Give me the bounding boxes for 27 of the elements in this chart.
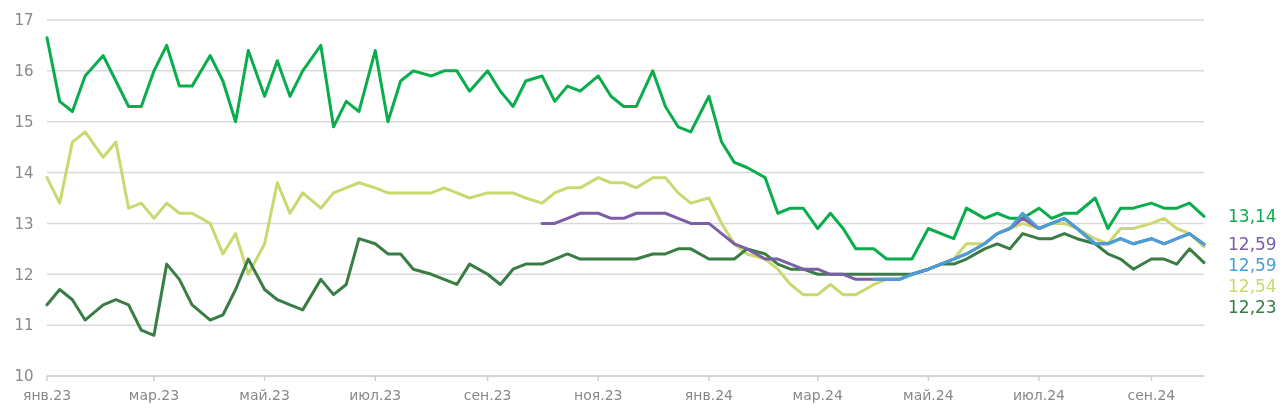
y-tick-label: 12 — [14, 265, 34, 284]
x-tick-label: июл.24 — [1012, 387, 1066, 403]
y-tick-label: 13 — [14, 214, 34, 233]
x-tick-label: янв.23 — [22, 387, 72, 403]
y-tick-label: 17 — [14, 11, 34, 30]
line-series — [45, 232, 1206, 337]
data-label: 12,59 — [1228, 255, 1277, 276]
x-tick-label: май.23 — [239, 387, 290, 403]
x-tick-label: июл.23 — [349, 387, 402, 403]
x-tick-label: май.24 — [903, 387, 954, 403]
line-series — [45, 36, 1206, 261]
y-tick-label: 16 — [14, 62, 34, 81]
y-tick-label: 14 — [14, 163, 34, 182]
y-tick-label: 10 — [14, 367, 34, 386]
data-label: 12,23 — [1228, 297, 1277, 318]
x-tick-label: мар.23 — [128, 387, 180, 403]
x-tick-label: мар.24 — [792, 387, 843, 403]
x-tick-label: сен.23 — [463, 387, 512, 403]
y-tick-label: 11 — [14, 316, 34, 335]
x-tick-label: сен.24 — [1127, 387, 1176, 403]
data-label: 13,14 — [1228, 206, 1277, 227]
x-tick-label: ноя.23 — [574, 387, 623, 403]
data-label: 12,54 — [1228, 276, 1277, 297]
line-series — [872, 211, 1206, 281]
data-label: 12,59 — [1228, 234, 1277, 255]
x-tick-label: янв.24 — [684, 387, 734, 403]
y-tick-label: 15 — [14, 112, 34, 131]
